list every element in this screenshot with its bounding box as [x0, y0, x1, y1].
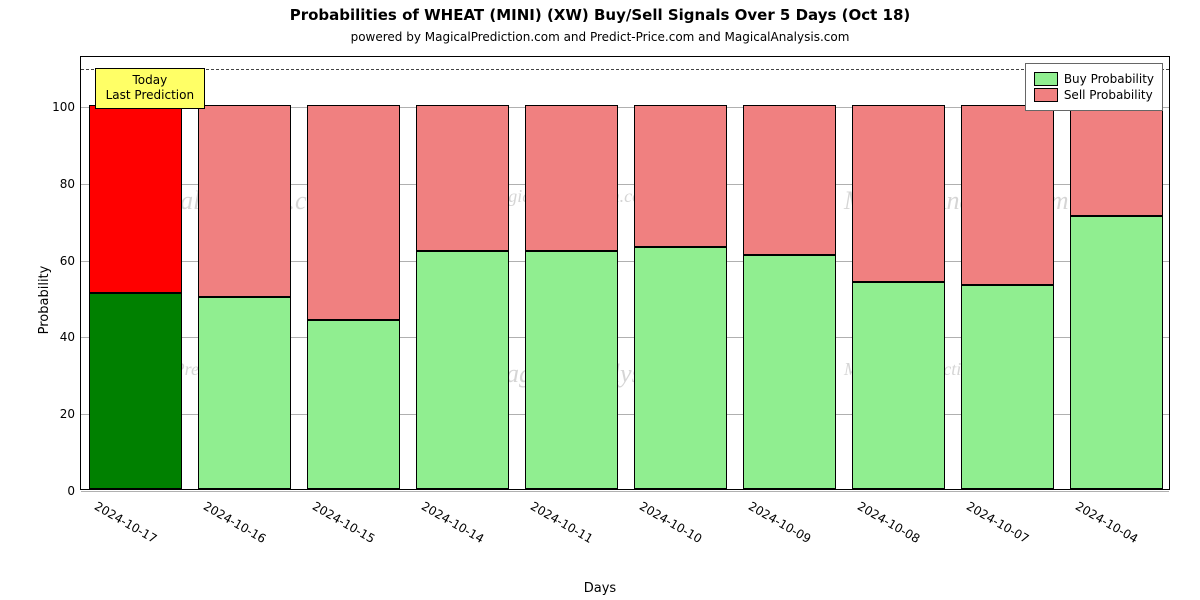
legend: Buy Probability Sell Probability	[1025, 63, 1163, 111]
plot-area: MagicalAnalysis.comMagicalPrediction.com…	[80, 56, 1170, 490]
legend-swatch-buy	[1034, 72, 1058, 86]
bar-sell	[1070, 105, 1164, 216]
x-tick-label: 2024-10-04	[1073, 499, 1140, 546]
y-tick-label: 100	[41, 100, 75, 114]
bar-group	[89, 55, 183, 489]
bar-buy	[961, 285, 1055, 489]
x-tick-label: 2024-10-11	[528, 499, 595, 546]
bars-layer	[81, 57, 1169, 489]
bar-group	[416, 55, 510, 489]
y-tick-label: 80	[41, 177, 75, 191]
y-axis-label: Probability	[37, 266, 52, 335]
bar-group	[961, 55, 1055, 489]
chart-subtitle: powered by MagicalPrediction.com and Pre…	[0, 30, 1200, 44]
bar-sell	[89, 105, 183, 293]
reference-line	[81, 69, 1169, 70]
legend-label-buy: Buy Probability	[1064, 72, 1154, 86]
bar-sell	[743, 105, 837, 255]
bar-buy	[198, 297, 292, 489]
bar-buy	[416, 251, 510, 489]
bar-sell	[852, 105, 946, 282]
bar-buy	[89, 293, 183, 489]
bar-sell	[525, 105, 619, 251]
y-tick-label: 0	[41, 484, 75, 498]
x-tick-label: 2024-10-08	[855, 499, 922, 546]
chart-title: Probabilities of WHEAT (MINI) (XW) Buy/S…	[0, 6, 1200, 24]
x-axis-label: Days	[0, 581, 1200, 596]
x-tick-label: 2024-10-17	[92, 499, 159, 546]
gridline	[81, 491, 1169, 492]
y-tick-label: 20	[41, 407, 75, 421]
bar-buy	[852, 282, 946, 489]
legend-item-buy: Buy Probability	[1034, 72, 1154, 86]
bar-buy	[525, 251, 619, 489]
today-annotation: Today Last Prediction	[95, 68, 205, 109]
bar-sell	[416, 105, 510, 251]
bar-buy	[743, 255, 837, 489]
bar-buy	[307, 320, 401, 489]
x-tick-label: 2024-10-14	[419, 499, 486, 546]
bar-sell	[198, 105, 292, 297]
bar-sell	[961, 105, 1055, 286]
annotation-line1: Today	[106, 73, 194, 89]
bar-group	[852, 55, 946, 489]
x-tick-label: 2024-10-15	[310, 499, 377, 546]
bar-buy	[634, 247, 728, 489]
y-tick-label: 60	[41, 254, 75, 268]
legend-label-sell: Sell Probability	[1064, 88, 1153, 102]
bar-group	[307, 55, 401, 489]
legend-swatch-sell	[1034, 88, 1058, 102]
x-tick-label: 2024-10-09	[746, 499, 813, 546]
x-tick-label: 2024-10-10	[637, 499, 704, 546]
annotation-line2: Last Prediction	[106, 88, 194, 104]
bar-group	[634, 55, 728, 489]
bar-sell	[634, 105, 728, 247]
legend-item-sell: Sell Probability	[1034, 88, 1154, 102]
bar-group	[198, 55, 292, 489]
x-tick-label: 2024-10-07	[964, 499, 1031, 546]
bar-group	[743, 55, 837, 489]
bar-group	[1070, 55, 1164, 489]
x-tick-label: 2024-10-16	[201, 499, 268, 546]
bar-group	[525, 55, 619, 489]
y-tick-label: 40	[41, 330, 75, 344]
chart-container: Probabilities of WHEAT (MINI) (XW) Buy/S…	[0, 0, 1200, 600]
bar-sell	[307, 105, 401, 320]
bar-buy	[1070, 216, 1164, 489]
